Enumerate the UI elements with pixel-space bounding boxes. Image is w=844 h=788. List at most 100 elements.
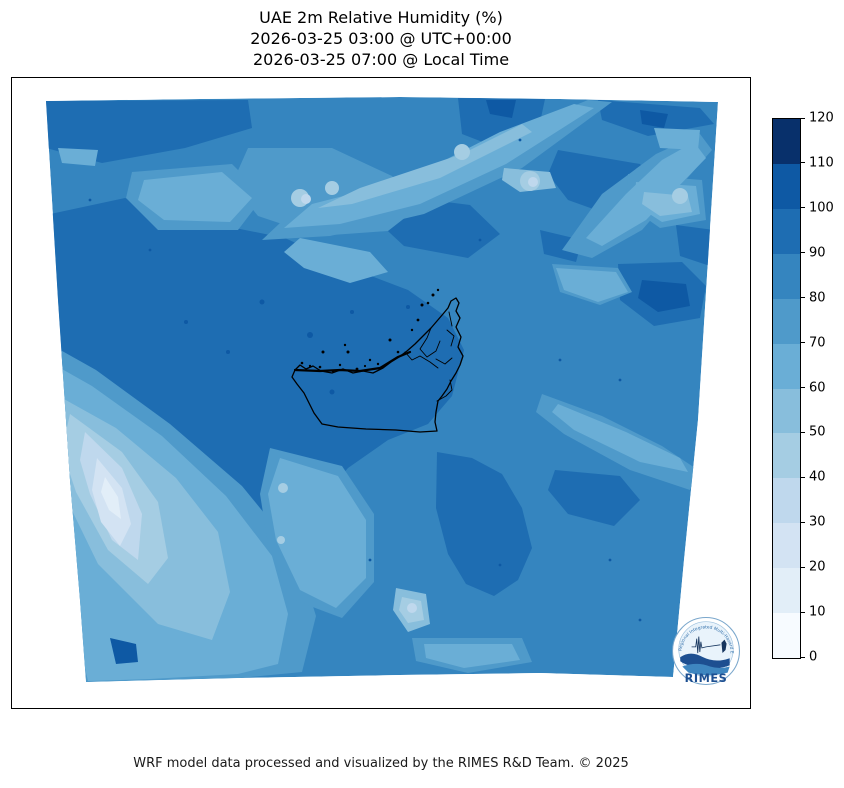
contour-band-100-110 [638,280,690,312]
colorbar-band-20-30 [773,523,800,569]
logo-wordmark: RIMES [685,671,728,685]
humidity-contour-map [46,97,718,682]
colorbar-tick-label-90: 90 [809,245,826,261]
contour-band-60-70 [138,172,252,222]
contour-band-100-110 [638,618,642,622]
contour-band-60-70 [268,458,366,608]
contour-band-40-50 [278,483,288,493]
contour-band-60-70 [284,238,388,283]
contour-band-40-50 [277,536,285,544]
chart-subtitle-utc: 2026-03-25 03:00 @ UTC+00:00 [250,29,512,48]
colorbar-tick-mark-0 [800,656,805,658]
colorbar-tick-label-60: 60 [809,380,826,395]
local-maxima-dots [88,138,642,622]
contour-fill-layers [46,97,718,682]
contour-band-30-40 [407,603,417,613]
contour-band-100-110 [110,638,138,664]
logo-seismograph-icon [691,636,721,654]
contour-band-90-100 [46,100,252,163]
colorbar-tick-mark-20 [800,566,805,568]
map-axes [11,77,751,709]
contour-band-90-100 [436,452,532,596]
contour-band-100-110 [608,558,612,562]
uae-boundary [291,297,464,433]
contour-band-100-110 [486,100,516,118]
contour-band-60-70 [424,644,520,668]
contour-band-60-70 [654,128,700,150]
uae-internal-borders [404,311,455,402]
credit-text: WRF model data processed and visualized … [133,756,629,771]
colorbar-tick-mark-50 [800,431,805,433]
colorbar-tick-mark-70 [800,342,805,344]
colorbar-band-90-100 [773,208,800,254]
contour-band-100-110 [307,332,313,338]
colorbar-band-100-110 [773,163,800,209]
colorbar-tick-mark-40 [800,476,805,478]
colorbar-tick-mark-110 [800,162,805,164]
colorbar-band-50-60 [773,388,800,434]
logo-palm-icon [721,639,727,654]
chart-subtitle-local: 2026-03-25 07:00 @ Local Time [252,50,510,69]
contour-band-100-110 [498,563,502,567]
contour-band-100-110 [368,558,372,562]
contour-band-30-40 [528,177,538,187]
contour-band-90-100 [548,470,640,526]
contour-band-50-60 [318,124,532,208]
contour-band-100-110 [406,305,410,309]
chart-title: UAE 2m Relative Humidity (%) [259,8,503,27]
colorbar-tick-label-40: 40 [809,469,826,485]
colorbar-tick-label-10: 10 [809,604,826,620]
contour-band-30-40 [301,194,311,204]
rimes-logo: Regional Integrated Multi-Hazard Early W… [671,616,740,685]
contour-band-10-20 [101,477,121,519]
colorbar-tick-mark-120 [800,117,805,119]
colorbar-ticks: 0 10 20 30 40 50 60 70 80 90 100 110 120 [800,111,844,665]
colorbar-tick-label-80: 80 [809,290,826,306]
contour-band-100-110 [478,238,482,242]
contour-band-100-110 [640,110,668,128]
colorbar-band-110-120 [773,119,800,164]
contour-band-100-110 [558,358,562,362]
contour-band-100-110 [518,138,522,142]
colorbar [772,118,801,659]
colorbar-band-0-10 [773,613,800,659]
colorbar-band-80-90 [773,253,800,299]
colorbar-tick-label-30: 30 [809,514,826,530]
colorbar-tick-mark-80 [800,297,805,299]
colorbar-tick-mark-60 [800,387,805,388]
contour-band-100-110 [329,389,335,395]
colorbar-tick-label-50: 50 [809,424,826,440]
colorbar-tick-label-70: 70 [809,335,826,351]
colorbar-band-70-80 [773,298,800,344]
contour-band-40-50 [672,188,688,204]
contour-band-100-110 [618,378,622,382]
colorbar-band-40-50 [773,433,800,479]
colorbar-tick-mark-100 [800,207,805,209]
title-block: UAE 2m Relative Humidity (%) 2026-03-25 … [0,7,762,70]
contour-band-40-50 [454,144,470,160]
colorbar-tick-label-20: 20 [809,559,826,575]
colorbar-tick-mark-90 [800,252,805,254]
colorbar-band-60-70 [773,343,800,389]
colorbar-tick-label-110: 110 [809,155,834,171]
colorbar-tick-label-120: 120 [809,110,834,126]
contour-band-100-110 [148,248,152,252]
colorbar-band-10-20 [773,568,800,614]
contour-band-100-110 [88,198,92,202]
colorbar-tick-label-100: 100 [809,200,834,216]
contour-band-100-110 [184,320,188,324]
contour-band-60-70 [556,268,628,302]
colorbar-tick-mark-30 [800,521,805,523]
contour-band-100-110 [350,310,354,314]
contour-band-90-100 [676,225,714,266]
contour-band-60-70 [58,148,98,166]
colorbar-tick-label-0: 0 [809,649,818,665]
contour-band-100-110 [259,299,265,305]
colorbar-tick-mark-10 [800,611,805,613]
colorbar-band-30-40 [773,478,800,524]
logo-wave-light [682,663,730,676]
contour-band-40-50 [325,181,339,195]
coastal-islands-dots [300,288,440,373]
contour-band-60-70 [552,404,688,472]
